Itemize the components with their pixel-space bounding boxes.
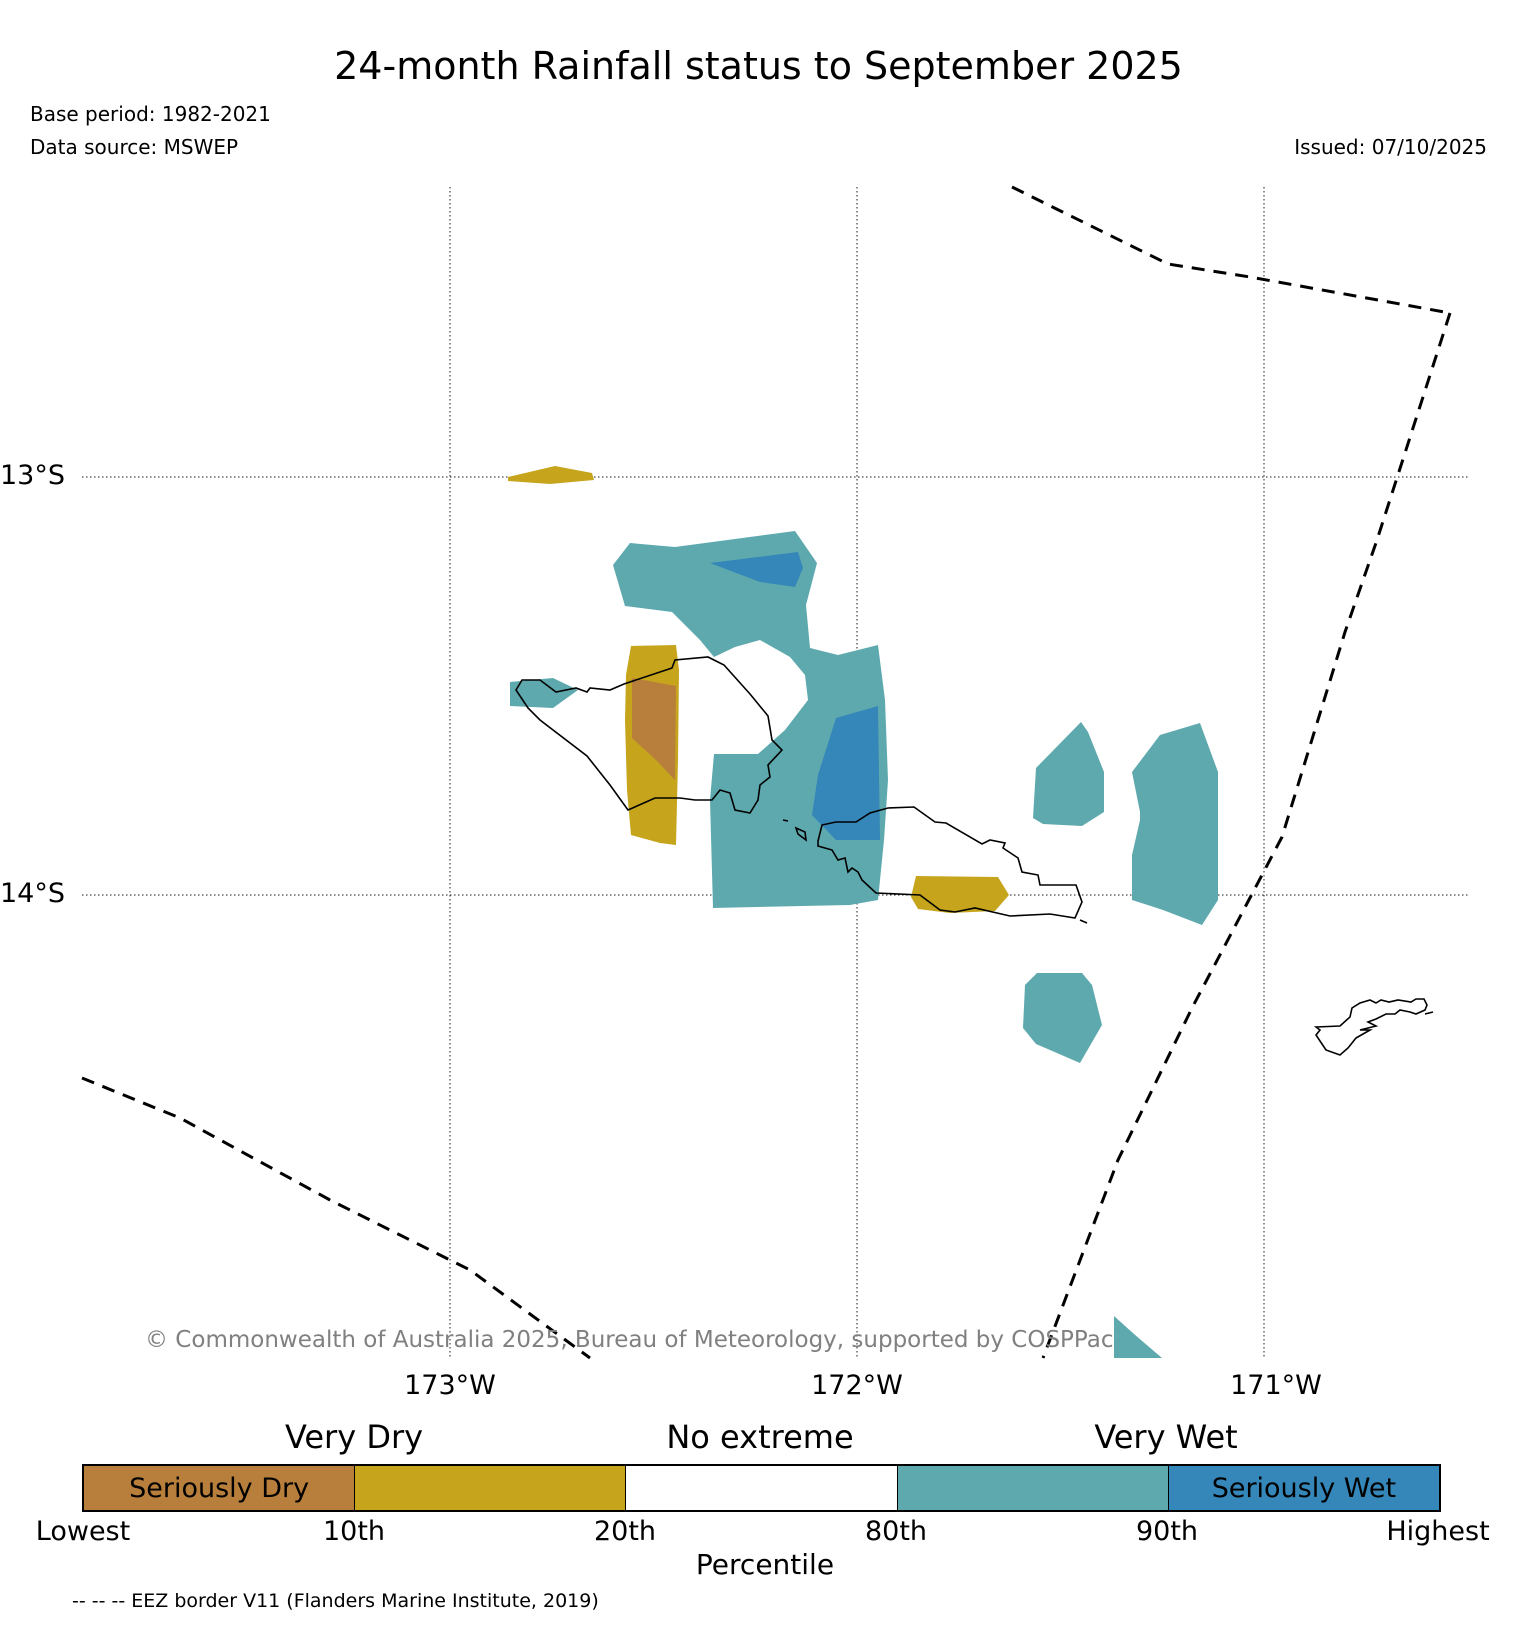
lon-label-172w: 172°W [811, 1370, 903, 1401]
legend-segment-label: Seriously Dry [129, 1472, 310, 1504]
eez-border-north [1011, 185, 1451, 315]
eez-border-east [1041, 312, 1452, 1359]
legend-segment-no-extreme [626, 1466, 898, 1510]
legend-segment-label: Seriously Wet [1211, 1472, 1397, 1504]
very-wet-region-south-edge [1114, 1316, 1162, 1358]
legend-group-very-dry: Very Dry [284, 1418, 424, 1456]
map-title: 24-month Rainfall status to September 20… [334, 44, 1183, 88]
upolu-coastline [817, 806, 1083, 919]
very-dry-region-north [508, 466, 594, 484]
legend-axis-label: Percentile [695, 1548, 835, 1581]
legend-group-very-wet: Very Wet [1094, 1418, 1238, 1456]
legend-tick-10th: 10th [322, 1516, 386, 1547]
legend-segment-very-wet [897, 1466, 1169, 1510]
eez-borders [81, 185, 1452, 1360]
apolima-coastline [794, 826, 808, 842]
base-period-text: Base period: 1982-2021 [30, 102, 271, 126]
seriously-wet-region-center [812, 706, 880, 840]
copyright-text: © Commonwealth of Australia 2025, Bureau… [145, 1327, 1114, 1353]
seriously-dry-region-west [632, 678, 676, 780]
very-wet-region-east-1 [1033, 722, 1104, 826]
tutuila-coastline [1313, 998, 1428, 1056]
savaii-coastline [515, 656, 784, 814]
very-wet-region-east-2 [1132, 723, 1218, 925]
lat-label-13s: 13°S [0, 460, 65, 491]
rainfall-regions [508, 466, 1218, 1358]
tutuila-east-coast [1424, 1011, 1434, 1015]
legend-tick-highest: Highest [1386, 1516, 1490, 1547]
upolu-east-coast [1079, 919, 1088, 924]
legend-tick-lowest: Lowest [35, 1516, 131, 1547]
eez-border-southwest [81, 1076, 591, 1360]
legend-tick-80th: 80th [864, 1516, 928, 1547]
legend-group-no-extreme: No extreme [666, 1418, 854, 1456]
seriously-wet-region-north [710, 552, 803, 587]
lon-label-173w: 173°W [404, 1370, 496, 1401]
legend-tick-90th: 90th [1135, 1516, 1199, 1547]
lon-label-171w: 171°W [1230, 1370, 1322, 1401]
eez-footnote: -- -- -- EEZ border V11 (Flanders Marine… [72, 1590, 599, 1612]
legend-segment-very-dry [355, 1466, 627, 1510]
manono-coastline [782, 819, 789, 822]
issued-date-text: Issued: 07/10/2025 [1294, 135, 1487, 159]
coastlines [515, 656, 1434, 1056]
very-dry-region-east [911, 876, 1009, 913]
lat-label-14s: 14°S [0, 878, 65, 909]
very-wet-region-west [510, 678, 578, 708]
very-wet-region-southeast [1023, 973, 1102, 1063]
legend-tick-20th: 20th [593, 1516, 657, 1547]
legend-segment-seriously-dry: Seriously Dry [84, 1466, 356, 1510]
color-legend: Seriously Dry Seriously Wet [82, 1464, 1441, 1512]
legend-segment-seriously-wet: Seriously Wet [1168, 1466, 1440, 1510]
data-source-text: Data source: MSWEP [30, 135, 239, 159]
